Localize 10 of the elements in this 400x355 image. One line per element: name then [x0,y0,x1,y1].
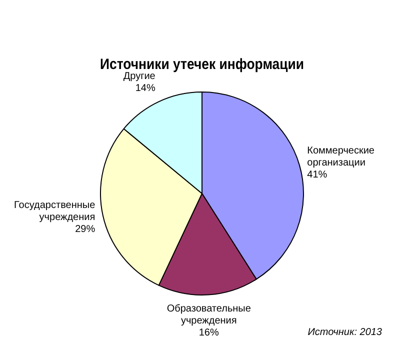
data-label: 41% [307,170,328,181]
text: Источник: 2013 [308,327,382,338]
slice-label: Другие [123,71,156,82]
data-label: 14% [135,83,156,94]
chart-title: Источники утечек информации [100,55,304,72]
slice-label: Образовательные учреждения [166,304,252,327]
data-label: 29% [75,224,96,236]
slice-label: Коммерческие организации [307,146,375,169]
slice-label: Государственные учреждения [14,200,96,224]
data-label: 16% [198,328,219,339]
